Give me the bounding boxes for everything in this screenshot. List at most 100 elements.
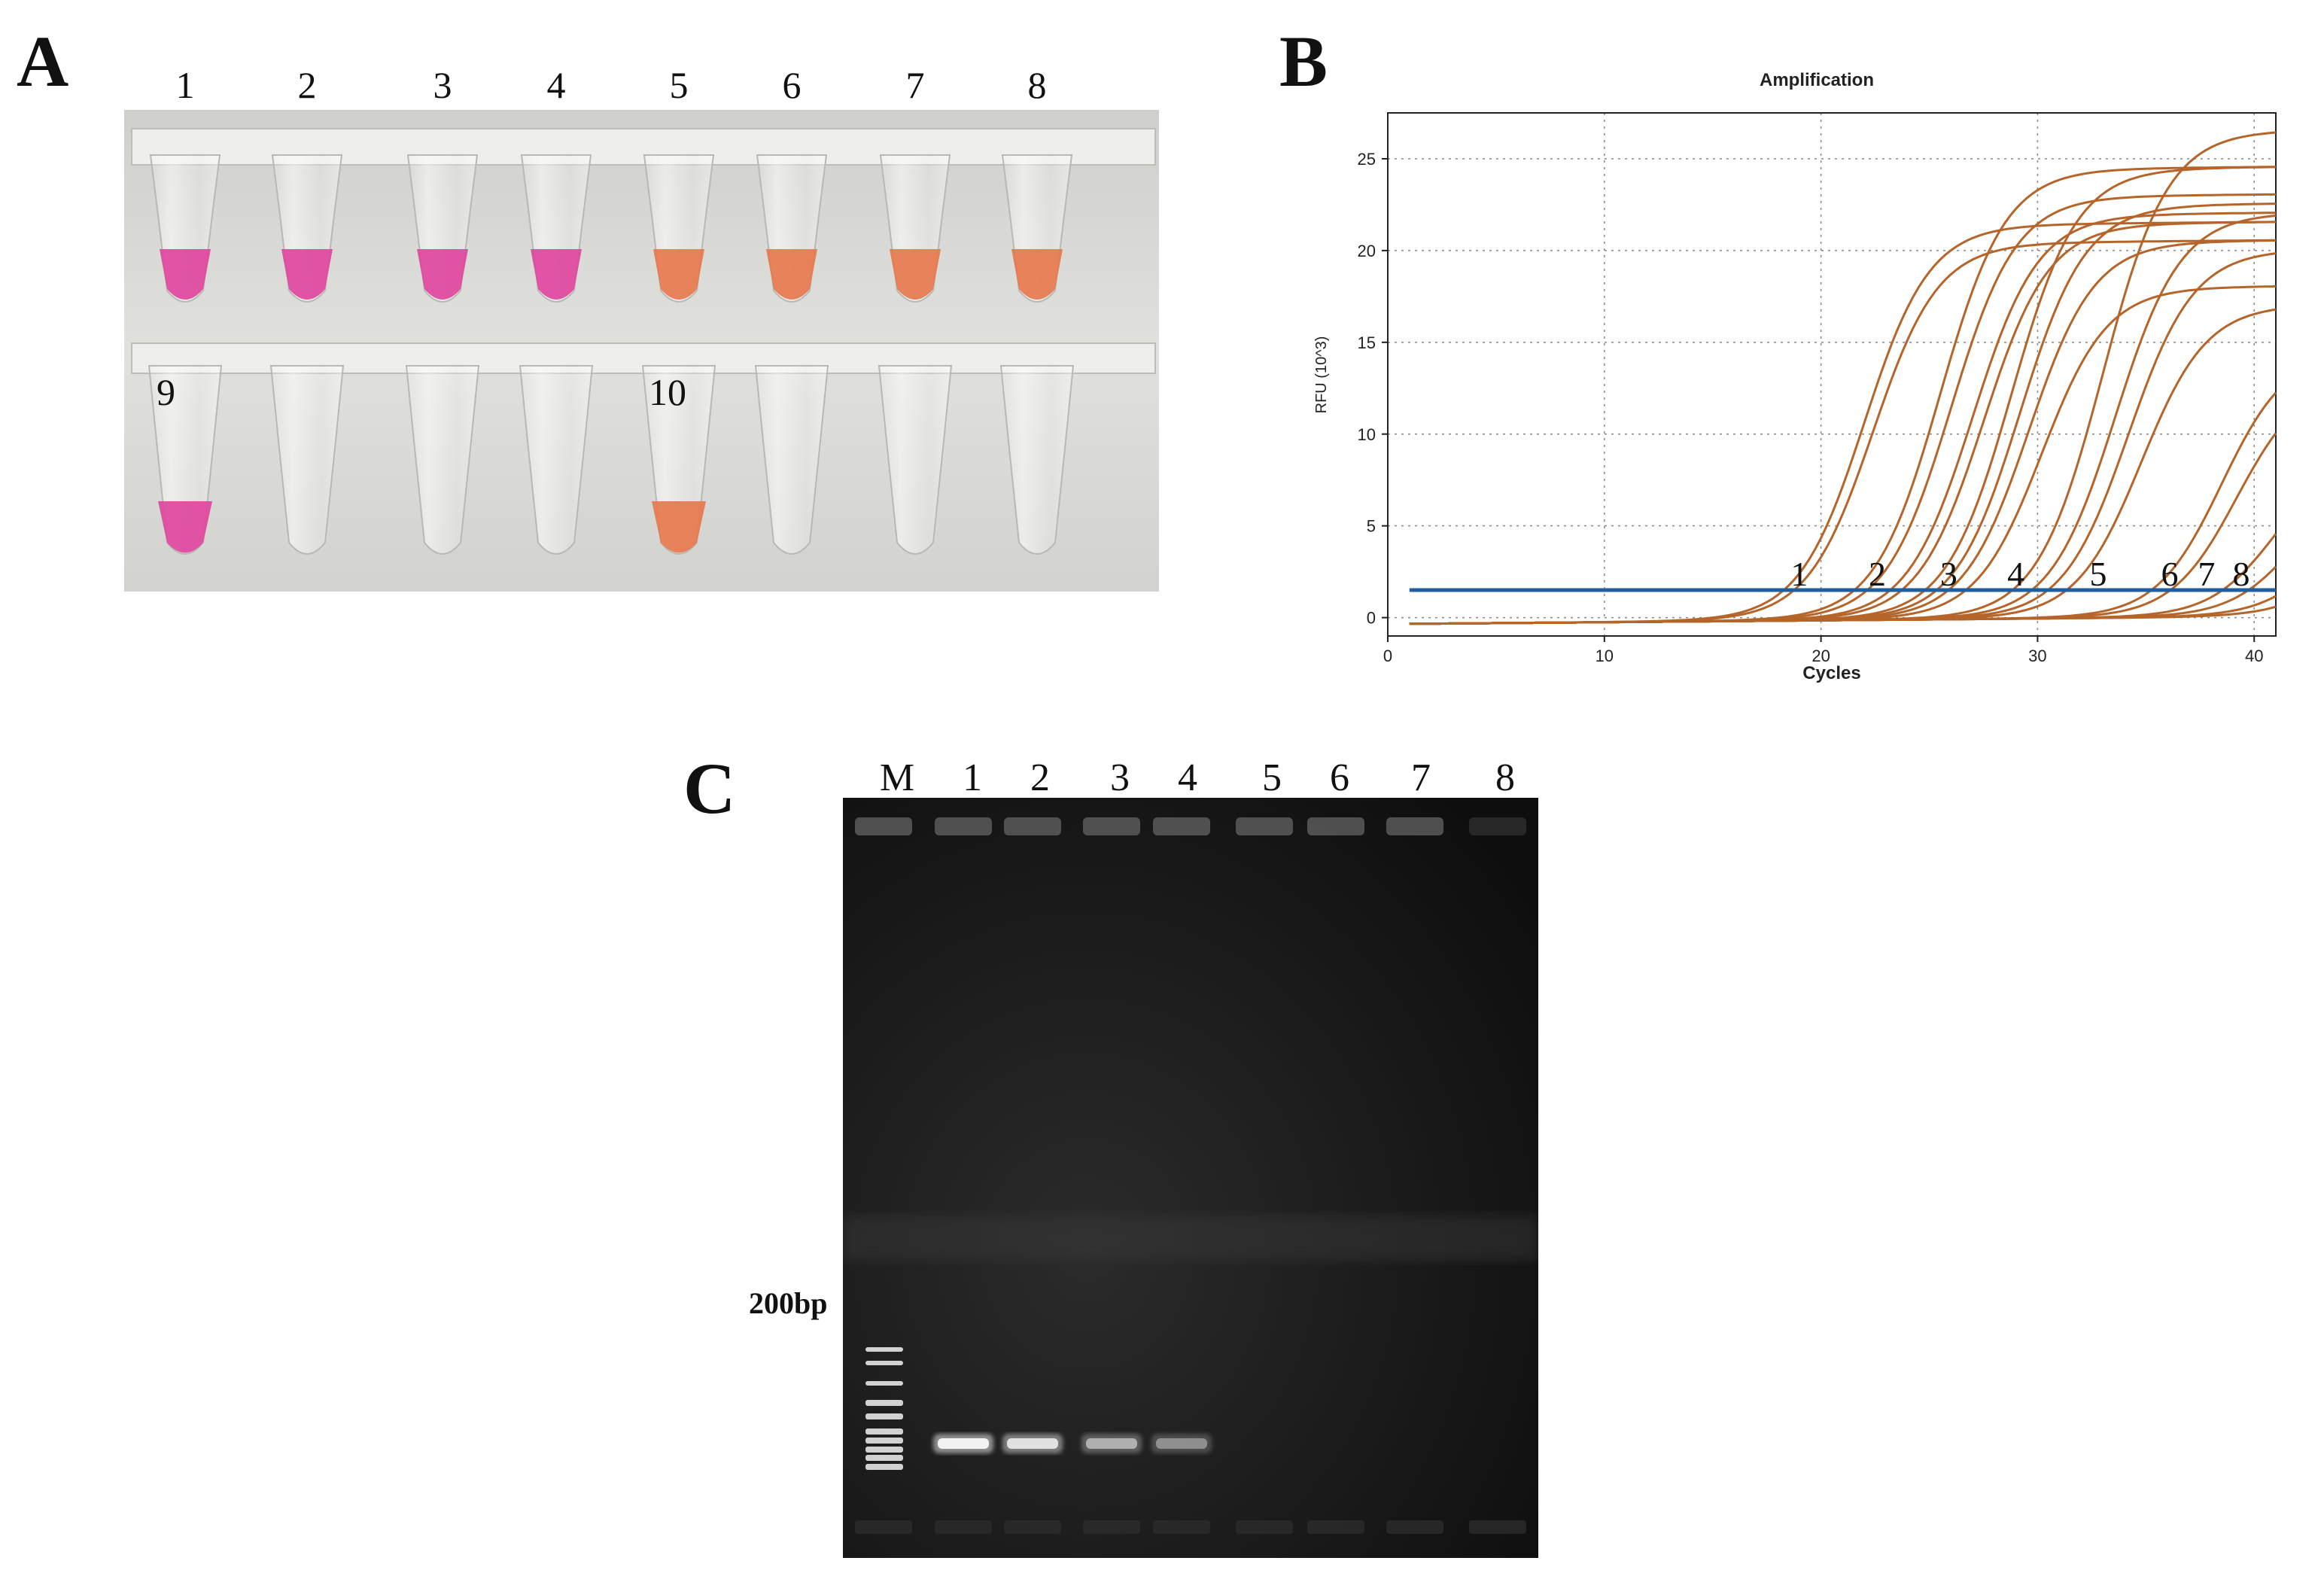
gel-lane-label: 2 (1030, 756, 1050, 799)
tube-bottom-label: 9 (157, 371, 175, 413)
ladder-band (865, 1447, 903, 1453)
gel-lane-label: 4 (1178, 756, 1197, 799)
y-axis-label: RFU (10^3) (1313, 336, 1330, 414)
ladder-band (865, 1413, 903, 1419)
tube-liquid (417, 249, 468, 300)
panel-b-letter: B (1279, 21, 1328, 102)
amplification-curve (1409, 533, 2277, 625)
gel-well (935, 817, 992, 835)
gel-image (843, 798, 1538, 1558)
gel-well-bottom (1469, 1520, 1526, 1534)
tube-bottom (999, 365, 1075, 555)
amplification-curve (1409, 239, 2277, 625)
tube-top-label: 5 (669, 64, 689, 106)
amplification-curve (1409, 214, 2277, 625)
tube-top (1001, 154, 1073, 303)
curve-label: 3 (1940, 555, 1957, 593)
gel-well-bottom (1307, 1520, 1364, 1534)
gel-well (1386, 817, 1443, 835)
gel-well (1004, 817, 1061, 835)
y-tick-label: 10 (1358, 425, 1376, 444)
amplification-curve (1409, 239, 2277, 625)
tube-top (756, 154, 828, 303)
y-tick-label: 25 (1358, 150, 1376, 169)
gel-lane-label: 8 (1495, 756, 1515, 799)
panel-a-letter: A (17, 21, 69, 102)
tube-top (643, 154, 715, 303)
y-tick-label: 5 (1367, 517, 1376, 536)
y-tick-label: 15 (1358, 333, 1376, 352)
ladder-band (865, 1428, 903, 1435)
tube-bottom (269, 365, 345, 555)
x-tick-label: 40 (2245, 647, 2263, 665)
tube-bottom (754, 365, 829, 555)
tube-top-label: 4 (546, 64, 566, 106)
tube-liquid (531, 249, 582, 300)
tube-top (406, 154, 479, 303)
gel-well (1469, 817, 1526, 835)
pcr-band (938, 1438, 989, 1449)
tube-liquid (652, 501, 706, 553)
gel-well (1083, 817, 1140, 835)
tube-top-label: 8 (1027, 64, 1047, 106)
gel-smear (843, 1216, 1538, 1261)
tube-top-label: 2 (297, 64, 317, 106)
amplification-curve (1409, 605, 2277, 625)
amplification-curve (1409, 221, 2276, 625)
gel-well-bottom (1153, 1520, 1210, 1534)
gel-lane-label: 3 (1110, 756, 1130, 799)
gel-well-bottom (1236, 1520, 1293, 1534)
gel-lane-label: 5 (1262, 756, 1282, 799)
curve-label: 8 (2232, 555, 2249, 593)
tube-bottom (878, 365, 953, 555)
y-tick-label: 0 (1367, 609, 1376, 628)
curve-label: 5 (2090, 555, 2107, 593)
amplification-curve (1409, 252, 2277, 625)
amplification-curve (1409, 285, 2277, 625)
tube-top-label: 7 (905, 64, 925, 106)
chart-title: Amplification (1760, 70, 1874, 90)
gel-lane-label: M (879, 756, 915, 799)
gel-well-bottom (1004, 1520, 1061, 1534)
ladder-band (865, 1464, 903, 1470)
tube-top (271, 154, 343, 303)
tube-bottom-label: 10 (649, 371, 686, 413)
tube-bottom (641, 365, 716, 555)
gel-background (843, 798, 1538, 1558)
y-tick-label: 20 (1358, 242, 1376, 260)
x-tick-label: 10 (1595, 647, 1614, 665)
gel-well (1236, 817, 1293, 835)
tube-liquid (890, 249, 941, 300)
amplification-curve (1409, 211, 2277, 625)
ladder-band (865, 1400, 903, 1406)
pcr-band (1156, 1438, 1207, 1449)
curve-label: 1 (1790, 555, 1808, 593)
ladder-band (865, 1381, 903, 1386)
amplification-curve (1409, 131, 2277, 625)
ladder-band (865, 1438, 903, 1444)
tube-top-label: 3 (433, 64, 452, 106)
tube-liquid (160, 249, 211, 300)
tube-top (520, 154, 592, 303)
tube-bottom (148, 365, 223, 555)
pcr-band (1086, 1438, 1137, 1449)
plot-frame (1387, 112, 2277, 637)
tube-liquid (158, 501, 212, 553)
tube-liquid (281, 249, 333, 300)
gel-well-bottom (855, 1520, 912, 1534)
gel-well (1307, 817, 1364, 835)
marker-size-label: 200bp (749, 1286, 828, 1320)
gel-well (855, 817, 912, 835)
gel-well-bottom (1386, 1520, 1443, 1534)
gel-lane-label: 1 (963, 756, 982, 799)
amplification-curve (1409, 308, 2277, 625)
tube-liquid (766, 249, 817, 300)
ladder-band (865, 1361, 903, 1365)
gel-well-bottom (935, 1520, 992, 1534)
pcr-band-glow (1151, 1434, 1212, 1453)
ladder-band (865, 1347, 903, 1352)
tube-liquid (1011, 249, 1063, 300)
gel-lane-label: 7 (1411, 756, 1431, 799)
tube-top (879, 154, 951, 303)
